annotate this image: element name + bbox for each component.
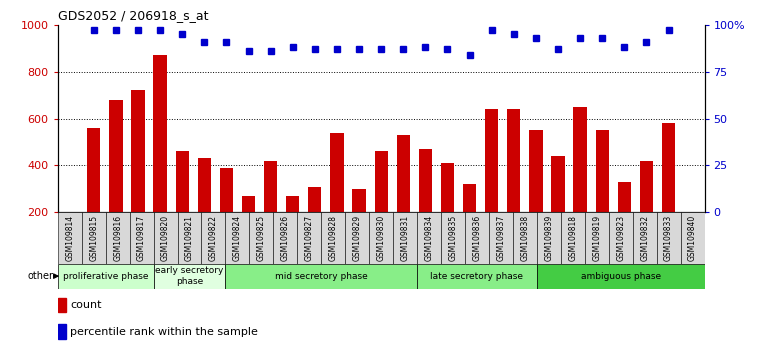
Bar (609, 212, 633, 264)
Bar (441, 163, 454, 259)
Bar (513, 212, 537, 264)
Bar (561, 212, 584, 264)
Text: proliferative phase: proliferative phase (63, 272, 149, 281)
Bar (463, 184, 476, 259)
Bar (393, 212, 417, 264)
Bar (129, 212, 153, 264)
Bar (321, 212, 345, 264)
Bar (537, 212, 561, 264)
Bar (286, 196, 300, 259)
Bar (273, 212, 297, 264)
Bar (330, 133, 343, 259)
Bar (153, 264, 226, 289)
Bar (176, 152, 189, 259)
Bar (353, 189, 366, 259)
Text: ambiguous phase: ambiguous phase (581, 272, 661, 281)
Text: GSM109828: GSM109828 (329, 215, 338, 261)
Bar (595, 130, 609, 259)
Bar (58, 324, 66, 339)
Bar (105, 212, 129, 264)
Bar (242, 196, 255, 259)
Bar (109, 100, 122, 259)
Text: percentile rank within the sample: percentile rank within the sample (70, 326, 258, 337)
Text: count: count (70, 300, 102, 310)
Text: GSM109816: GSM109816 (113, 215, 122, 261)
Bar (489, 212, 513, 264)
Bar (417, 212, 441, 264)
Bar (58, 297, 66, 313)
Text: other: other (28, 271, 54, 281)
Text: GSM109827: GSM109827 (305, 215, 314, 261)
Bar (369, 212, 393, 264)
Bar (419, 149, 432, 259)
Bar (202, 212, 226, 264)
Text: GSM109831: GSM109831 (400, 215, 410, 261)
Text: GSM109836: GSM109836 (473, 215, 481, 261)
Text: GSM109822: GSM109822 (209, 215, 218, 261)
Bar (249, 212, 273, 264)
Text: GSM109840: GSM109840 (688, 215, 697, 261)
Text: GSM109838: GSM109838 (521, 215, 530, 261)
Bar (551, 156, 564, 259)
Text: early secretory
phase: early secretory phase (156, 267, 224, 286)
Text: GSM109817: GSM109817 (137, 215, 146, 261)
Bar (485, 109, 498, 259)
Bar (226, 212, 249, 264)
Bar (198, 159, 211, 259)
Bar (153, 212, 178, 264)
Text: late secretory phase: late secretory phase (430, 272, 524, 281)
Text: GDS2052 / 206918_s_at: GDS2052 / 206918_s_at (58, 9, 208, 22)
Text: GSM109839: GSM109839 (544, 215, 554, 261)
Bar (58, 264, 153, 289)
Text: GSM109829: GSM109829 (353, 215, 362, 261)
Bar (82, 212, 105, 264)
Text: GSM109824: GSM109824 (233, 215, 242, 261)
Text: GSM109814: GSM109814 (65, 215, 74, 261)
Text: GSM109819: GSM109819 (592, 215, 601, 261)
Bar (441, 212, 465, 264)
Bar (633, 212, 657, 264)
Text: GSM109821: GSM109821 (185, 215, 194, 261)
Bar (153, 55, 167, 259)
Bar (507, 109, 521, 259)
Bar (618, 182, 631, 259)
Text: GSM109834: GSM109834 (424, 215, 434, 261)
Text: mid secretory phase: mid secretory phase (275, 272, 367, 281)
Bar (397, 135, 410, 259)
Bar (374, 152, 388, 259)
Text: GSM109833: GSM109833 (664, 215, 673, 261)
Bar (308, 187, 321, 259)
Text: GSM109826: GSM109826 (281, 215, 290, 261)
Bar (219, 168, 233, 259)
Text: GSM109823: GSM109823 (616, 215, 625, 261)
Text: GSM109835: GSM109835 (448, 215, 457, 261)
Bar (226, 264, 417, 289)
Bar (58, 212, 82, 264)
Bar (584, 212, 609, 264)
Bar (132, 90, 145, 259)
Text: GSM109815: GSM109815 (89, 215, 99, 261)
Bar (178, 212, 202, 264)
Bar (465, 212, 489, 264)
Text: GSM109837: GSM109837 (497, 215, 505, 261)
Bar (640, 161, 653, 259)
Text: GSM109832: GSM109832 (640, 215, 649, 261)
Bar (529, 130, 543, 259)
Bar (657, 212, 681, 264)
Bar (297, 212, 321, 264)
Bar (417, 264, 537, 289)
Bar (87, 128, 100, 259)
Text: GSM109818: GSM109818 (568, 215, 578, 261)
Bar (662, 123, 675, 259)
Bar (264, 161, 277, 259)
Bar (537, 264, 705, 289)
Bar (345, 212, 369, 264)
Text: GSM109830: GSM109830 (377, 215, 386, 261)
Text: GSM109820: GSM109820 (161, 215, 170, 261)
Text: GSM109825: GSM109825 (257, 215, 266, 261)
Bar (681, 212, 705, 264)
Bar (574, 107, 587, 259)
